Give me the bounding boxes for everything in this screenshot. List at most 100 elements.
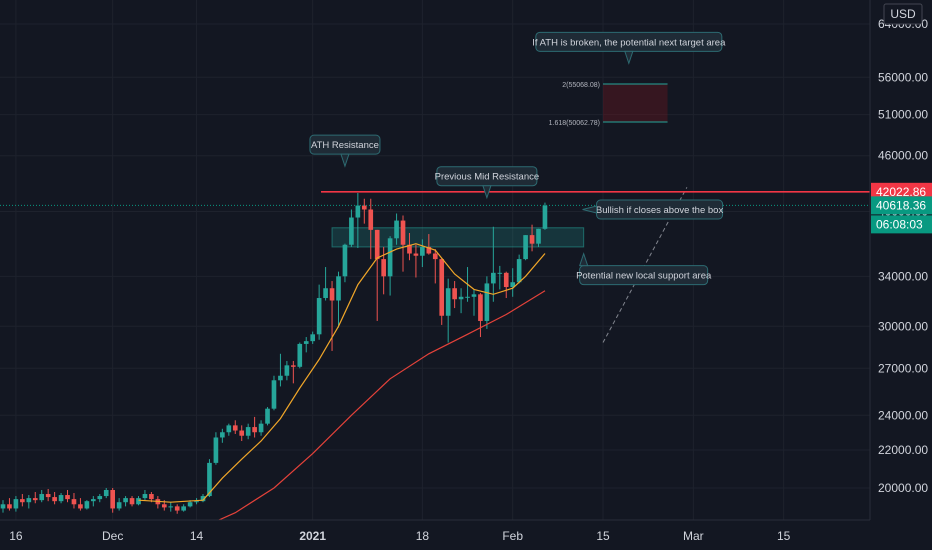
candle-body — [316, 298, 322, 335]
currency-label-box[interactable] — [883, 3, 923, 25]
candle-body — [239, 430, 245, 436]
annotation-callout: If ATH is broken, the potential next tar… — [532, 31, 726, 65]
x-tick-label: Feb — [502, 529, 523, 543]
candle-body — [39, 494, 45, 501]
annotation-callout: Previous Mid Resistance — [435, 166, 540, 200]
candle-body — [7, 504, 12, 509]
candle-body — [13, 499, 19, 509]
y-tick-label: 34000.00 — [878, 269, 928, 283]
candle-body — [510, 282, 516, 288]
candle-body — [84, 501, 90, 509]
callout-pointer — [624, 50, 634, 65]
candle-body — [323, 288, 328, 299]
price-axis: 20000.00 22000.00 24000.00 27000.00 30000.00… — [878, 17, 928, 495]
candle-body — [194, 501, 199, 503]
callout-pointer — [582, 205, 598, 214]
candle-body — [329, 288, 335, 301]
grid — [0, 0, 870, 520]
candle-body — [149, 494, 154, 500]
callout-pointer — [482, 185, 492, 200]
candle-body — [97, 496, 103, 500]
candle-body — [361, 205, 367, 210]
candle-body — [439, 259, 445, 316]
candle-body — [278, 375, 283, 381]
candle-body — [523, 235, 528, 260]
annotation-callout: Potential new local support area — [576, 252, 712, 286]
candle-body — [65, 495, 70, 500]
countdown-tag-bg — [871, 215, 932, 234]
x-tick-label: 14 — [190, 529, 204, 543]
currency-label: USD — [890, 7, 916, 21]
candle-body — [503, 272, 509, 288]
callout-text: If ATH is broken, the potential next tar… — [532, 37, 726, 48]
candle-body — [213, 437, 219, 463]
callout-box — [579, 265, 709, 286]
current-price-tag-bg — [871, 196, 932, 215]
candle-body — [20, 499, 25, 503]
y-tick-label: 56000.00 — [878, 70, 928, 84]
candle-body — [471, 294, 477, 297]
candle-body — [529, 235, 535, 244]
candle-body — [174, 506, 180, 511]
callout-text: Previous Mid Resistance — [435, 172, 540, 183]
moving-averages — [138, 243, 546, 531]
time-axis-background[interactable] — [0, 520, 870, 550]
x-tick-label: 2021 — [299, 529, 326, 543]
candle-body — [374, 229, 380, 260]
candle-body — [252, 427, 257, 433]
candle-body — [355, 205, 361, 218]
current-price-tag: 40618.36 — [876, 198, 926, 212]
candle-body — [445, 288, 451, 316]
candle-body — [297, 343, 303, 367]
time-axis: 16 Dec 14 2021 18 Feb 15 Mar 15 — [9, 529, 790, 543]
candle-body — [245, 427, 251, 436]
candle-body — [136, 498, 141, 505]
candle-body — [381, 259, 386, 277]
x-tick-label: Mar — [683, 529, 704, 543]
candle-body — [516, 259, 522, 283]
candle-body — [129, 498, 135, 505]
candle-body — [168, 506, 174, 508]
price-levels — [0, 191, 870, 206]
candle-body — [400, 220, 406, 245]
candle-body — [458, 296, 464, 300]
y-tick-label: 20000.00 — [878, 481, 928, 495]
candle-body — [187, 502, 193, 507]
candle-body — [52, 497, 57, 502]
candle-body — [342, 244, 348, 277]
callout-pointer — [340, 153, 350, 168]
fib-level-1618-label: 1.618(50062.78) — [549, 120, 600, 127]
candle-body — [452, 288, 457, 300]
candle-body — [387, 238, 393, 277]
fib-level-2-label: 2(55068.08) — [562, 82, 600, 89]
candle-body — [26, 498, 32, 503]
x-tick-label: 18 — [416, 529, 430, 543]
candle-body — [478, 294, 483, 321]
candle-body — [491, 272, 496, 284]
candle-body — [45, 494, 51, 498]
candle-body — [220, 432, 225, 438]
candle-body — [71, 499, 77, 505]
candle-body — [200, 496, 206, 502]
x-tick-label: 15 — [596, 529, 610, 543]
candle-body — [226, 425, 232, 433]
price-axis-background[interactable] — [870, 0, 932, 550]
ath-price-tag-bg — [871, 182, 932, 201]
candle-body — [91, 499, 96, 502]
candle-body — [207, 462, 212, 497]
candle-body — [484, 283, 490, 321]
y-tick-label: 30000.00 — [878, 319, 928, 333]
candle-body — [465, 296, 470, 298]
candle-body — [32, 498, 38, 501]
candle-body — [303, 341, 309, 344]
candle-body — [542, 205, 548, 229]
candle-body — [426, 246, 432, 254]
candle-body — [394, 220, 399, 239]
annotation-callout: ATH Resistance — [309, 134, 381, 168]
y-tick-label: 24000.00 — [878, 408, 928, 422]
callout-text: Potential new local support area — [576, 271, 712, 282]
candle-body — [407, 244, 412, 254]
callout-text: Bullish if closes above the box — [596, 205, 724, 216]
